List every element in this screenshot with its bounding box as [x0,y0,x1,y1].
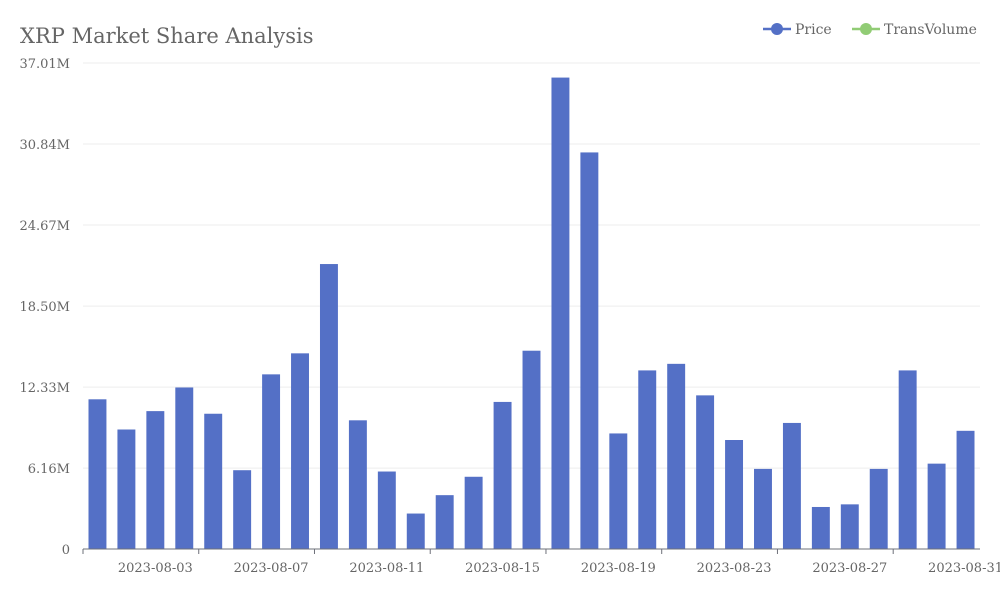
legend-transvolume-marker [860,23,872,35]
bar[interactable] [233,470,252,549]
bar[interactable] [782,422,801,549]
bar[interactable] [869,468,888,549]
bar[interactable] [204,413,223,549]
bar[interactable] [927,463,946,549]
bar[interactable] [956,430,975,549]
bar[interactable] [464,476,483,549]
bar[interactable] [840,504,859,549]
bar[interactable] [88,399,107,549]
bar[interactable] [146,411,165,549]
legend-item-transvolume[interactable]: TransVolume [852,22,977,38]
bar[interactable] [406,513,425,549]
bar[interactable] [580,152,599,550]
x-tick-label: 2023-08-03 [118,561,193,576]
bar[interactable] [609,433,628,549]
x-tick-label: 2023-08-31 [928,561,1000,576]
legend-item-price[interactable]: Price [763,22,832,38]
y-tick-label: 12.33M [19,381,70,396]
x-tick-label: 2023-08-07 [234,561,309,576]
x-axis: 2023-08-03 2023-08-07 2023-08-11 2023-08-15… [82,548,1000,576]
bar[interactable] [522,350,541,549]
bar[interactable] [117,429,136,549]
bar[interactable] [725,440,744,549]
y-tick-label: 24.67M [19,219,70,234]
x-tick-label: 2023-08-27 [812,561,887,576]
bar[interactable] [493,401,512,549]
x-tick-label: 2023-08-23 [697,561,772,576]
bars [88,77,975,550]
x-tick-label: 2023-08-19 [581,561,656,576]
bar[interactable] [377,471,396,549]
bar[interactable] [811,506,830,549]
y-axis: 0 6.16M 12.33M 18.50M 24.67M 30.84M 37.01M [19,57,70,558]
y-tick-label: 30.84M [19,138,70,153]
bar[interactable] [319,264,338,549]
y-tick-label: 0 [62,543,70,558]
y-tick-label: 18.50M [19,300,70,315]
bar[interactable] [551,77,570,550]
chart-title: XRP Market Share Analysis [20,24,314,48]
x-tick-label: 2023-08-11 [349,561,424,576]
bar[interactable] [175,387,194,549]
y-tick-label: 6.16M [28,462,70,477]
bar[interactable] [638,370,657,549]
bar[interactable] [898,370,917,549]
legend-transvolume-label: TransVolume [884,22,977,38]
bar[interactable] [262,374,281,549]
bar[interactable] [754,468,772,549]
bar[interactable] [667,363,686,549]
y-tick-label: 37.01M [19,57,70,72]
bar[interactable] [291,353,309,549]
legend-price-marker [771,23,783,35]
legend-price-label: Price [795,22,832,38]
bar[interactable] [435,495,454,549]
legend[interactable]: Price TransVolume [763,22,977,38]
bar[interactable] [348,420,367,549]
bar[interactable] [696,395,715,549]
x-tick-label: 2023-08-15 [465,561,540,576]
